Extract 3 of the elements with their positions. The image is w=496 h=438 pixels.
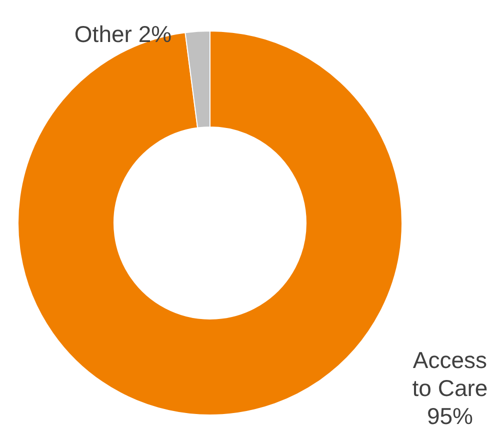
slice-label: Access to Care: [412, 347, 488, 401]
slice-label: Other 2%: [74, 21, 172, 47]
data-label: 95%: [426, 403, 474, 429]
